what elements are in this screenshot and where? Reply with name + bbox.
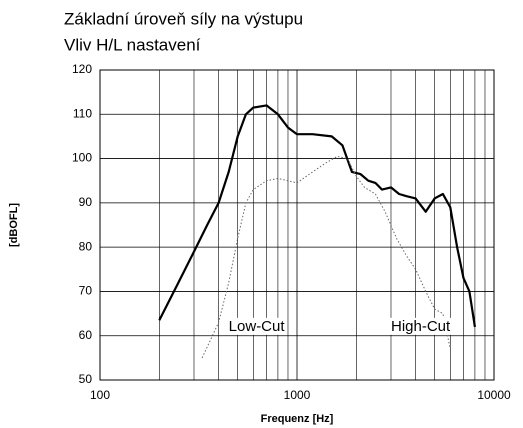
y-tick-label: 80 (79, 239, 93, 253)
plot-frame (99, 69, 495, 381)
annotation-bg (227, 317, 287, 335)
y-tick-label: 100 (72, 151, 92, 165)
y-tick-label: 120 (72, 62, 92, 76)
y-tick-label: 50 (79, 372, 93, 386)
y-axis-label: [dBOFL] (8, 203, 20, 247)
y-tick-label: 110 (73, 106, 92, 120)
data-line (201, 155, 451, 359)
annotation-bg (389, 317, 453, 335)
x-tick-label: 1000 (284, 388, 311, 402)
y-tick-label: 90 (79, 195, 93, 209)
x-axis-label: Frequenz [Hz] (261, 413, 334, 425)
y-tick-label: 70 (79, 284, 93, 298)
chart-subtitle: Vliv H/L nastavení (64, 35, 201, 54)
data-line (158, 104, 476, 328)
x-tick-label: 10000 (477, 388, 511, 402)
x-tick-label: 100 (90, 388, 110, 402)
y-tick-label: 60 (79, 328, 93, 342)
annotation: High-Cut (391, 318, 451, 335)
chart-title: Základní úroveň síly na výstupu (64, 9, 303, 28)
annotation: Low-Cut (229, 318, 286, 335)
